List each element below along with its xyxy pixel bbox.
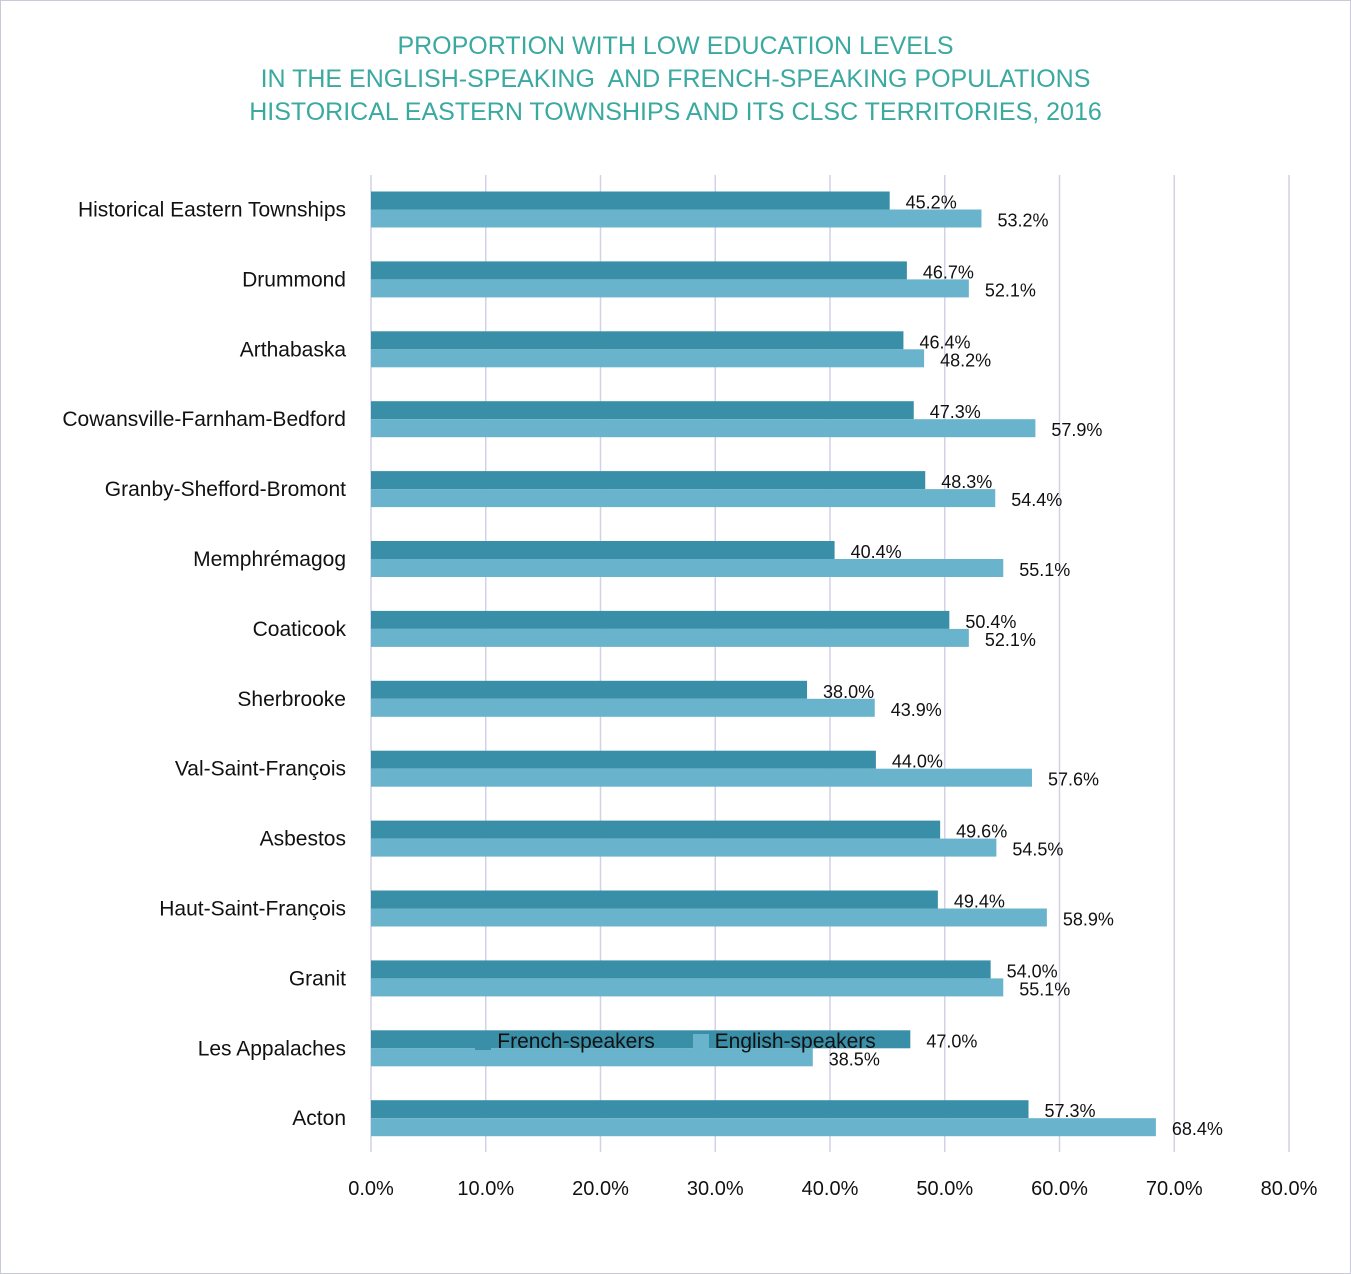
data-labels: 45.2% 53.2% 46.7% 52.1% 46.4%48.2% 47.3% 57.9%… (823, 193, 1223, 1140)
data-label-english: 54.5% (1012, 840, 1063, 860)
bar-english (371, 1118, 1156, 1137)
category-label: Cowansville-Farnham-Bedford (62, 408, 346, 431)
data-label-english: 55.1% (1019, 560, 1070, 580)
legend: French-speakers English-speakers (0, 1030, 1351, 1056)
bar-english (371, 419, 1036, 438)
data-label-english: 58.9% (1063, 910, 1114, 930)
data-label-french: 57.3% (1045, 1101, 1096, 1121)
data-label-english: 54.4% (1011, 490, 1062, 510)
data-label-french: 49.4% (954, 892, 1005, 912)
data-label-english: 52.1% (985, 280, 1036, 300)
data-label-french: 47.0% (926, 1031, 977, 1051)
legend-swatch-french (475, 1034, 492, 1050)
legend-swatch-english (692, 1034, 709, 1050)
category-label: Coaticook (253, 618, 347, 641)
category-label: Haut-Saint-François (159, 898, 346, 921)
x-tick-label: 60.0% (1031, 1178, 1088, 1200)
data-label-french: 46.7% (923, 262, 974, 282)
chart-title-line-3: HISTORICAL EASTERN TOWNSHIPS AND ITS CLS… (249, 98, 1102, 126)
data-label-english: 57.6% (1048, 770, 1099, 790)
data-label-english: 68.4% (1172, 1119, 1223, 1139)
category-label: Granit (289, 967, 346, 990)
bar-french (371, 1100, 1029, 1119)
data-label-french: 49.6% (956, 822, 1007, 842)
chart-title: PROPORTION WITH LOW EDUCATION LEVELS IN … (0, 30, 1351, 129)
data-label-english: 55.1% (1019, 979, 1070, 999)
category-label: Sherbrooke (237, 688, 346, 711)
legend-item-english: English-speakers (692, 1030, 876, 1054)
bar-english (371, 628, 969, 647)
bar-french (371, 471, 926, 490)
data-label-french: 48.3% (941, 472, 992, 492)
bars (371, 191, 1156, 1137)
data-label-french: 40.4% (851, 542, 902, 562)
legend-label-english: English-speakers (714, 1030, 876, 1053)
grid-lines (370, 175, 1290, 1152)
category-label: Granby-Shefford-Bromont (105, 478, 346, 501)
x-axis-tick-labels: 0.0% 10.0% 20.0% 30.0% 40.0% 50.0% 60.0% 70.0% 8… (348, 1178, 1317, 1200)
bar-french (371, 750, 876, 769)
category-label: Val-Saint-François (175, 758, 346, 781)
x-tick-label: 10.0% (457, 1178, 514, 1200)
bar-french (371, 820, 941, 839)
data-label-english: 53.2% (997, 211, 1048, 231)
bar-english (371, 698, 875, 717)
data-label-english: 52.1% (985, 630, 1036, 650)
bar-french (371, 610, 950, 629)
bar-english (371, 209, 982, 228)
bar-french (371, 680, 808, 699)
category-label: Drummond (242, 268, 346, 291)
category-label: Arthabaska (240, 338, 347, 361)
category-label: Asbestos (260, 828, 346, 851)
data-label-french: 47.3% (930, 402, 981, 422)
x-tick-label: 70.0% (1146, 1178, 1203, 1200)
bar-english (371, 838, 997, 857)
data-label-french: 50.4% (965, 612, 1016, 632)
chart-title-line-2: IN THE ENGLISH-SPEAKING AND FRENCH-SPEAK… (260, 65, 1091, 93)
x-tick-label: 20.0% (572, 1178, 629, 1200)
bar-english (371, 349, 925, 368)
bar-french (371, 1030, 911, 1049)
x-tick-label: 50.0% (916, 1178, 973, 1200)
bar-english (371, 279, 969, 298)
category-label: Historical Eastern Townships (78, 199, 346, 222)
bar-english (371, 908, 1047, 927)
data-label-english: 38.5% (829, 1049, 880, 1069)
bar-french (371, 960, 991, 979)
data-label-french: 45.2% (906, 193, 957, 213)
data-label-english: 48.2% (940, 350, 991, 370)
bar-english (371, 1048, 813, 1067)
bar-french (371, 541, 835, 559)
x-tick-label: 80.0% (1261, 1178, 1318, 1200)
bar-english (371, 978, 1004, 997)
category-labels: Historical Eastern Townships Drummond Arth… (62, 199, 346, 1131)
data-label-english: 57.9% (1051, 420, 1102, 440)
data-label-french: 46.4% (919, 332, 970, 352)
bar-english (371, 489, 996, 508)
data-label-french: 54.0% (1007, 961, 1058, 981)
bar-french (371, 261, 907, 280)
x-tick-label: 40.0% (802, 1178, 859, 1200)
x-tick-label: 0.0% (348, 1178, 394, 1200)
category-label: Acton (292, 1107, 346, 1130)
chart-title-line-1: PROPORTION WITH LOW EDUCATION LEVELS (397, 32, 954, 60)
legend-label-french: French-speakers (497, 1030, 655, 1053)
bar-french (371, 331, 904, 350)
data-label-french: 44.0% (892, 752, 943, 772)
bar-french (371, 191, 890, 210)
data-label-english: 43.9% (891, 700, 942, 720)
x-tick-label: 30.0% (687, 1178, 744, 1200)
category-label: Les Appalaches (198, 1037, 346, 1060)
bar-english (371, 768, 1032, 787)
bar-french (371, 401, 914, 420)
legend-item-french: French-speakers (475, 1030, 655, 1054)
category-label: Memphrémagog (193, 548, 346, 571)
bar-french (371, 890, 938, 909)
bar-english (371, 559, 1004, 577)
data-label-french: 38.0% (823, 682, 874, 702)
